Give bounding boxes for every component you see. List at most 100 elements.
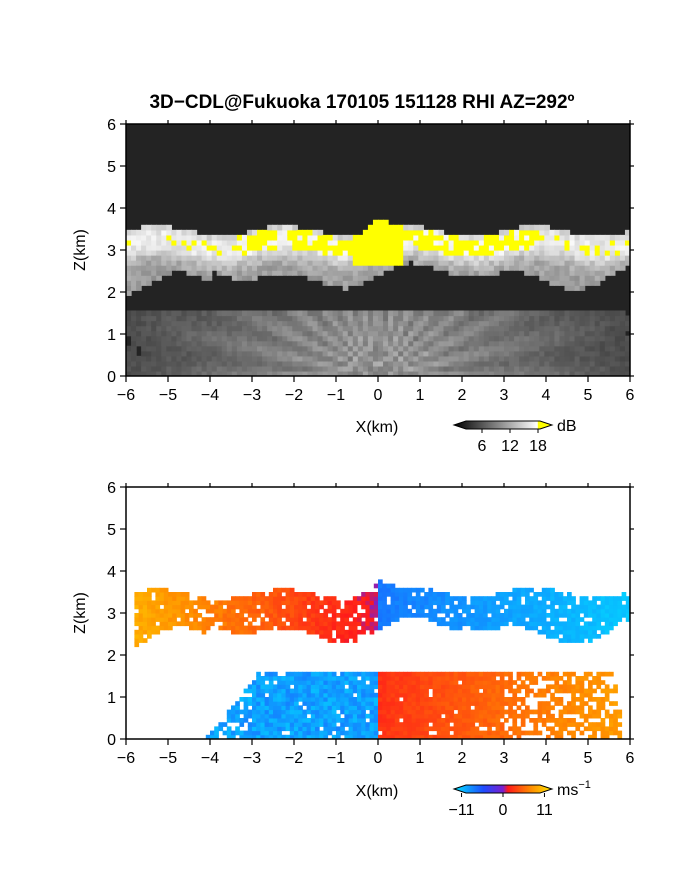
velocity-cell (432, 676, 438, 681)
reflectivity-cell (262, 355, 268, 362)
velocity-cell (231, 709, 236, 715)
reflectivity-cell (241, 265, 248, 271)
reflectivity-cell (453, 270, 460, 276)
reflectivity-cell (554, 330, 561, 337)
reflectivity-cell (151, 350, 157, 357)
velocity-cell (184, 600, 190, 606)
velocity-cell (558, 709, 564, 715)
reflectivity-cell (156, 320, 162, 327)
velocity-cell (432, 709, 438, 715)
velocity-cell (361, 722, 366, 727)
velocity-cell (529, 587, 534, 593)
velocity-cell (134, 629, 140, 635)
reflectivity-cell (136, 330, 142, 337)
velocity-cell (420, 722, 425, 727)
reflectivity-cell (448, 355, 455, 362)
reflectivity-cell (599, 255, 606, 261)
reflectivity-cell (357, 244, 364, 251)
reflectivity-cell (176, 265, 183, 271)
reflectivity-cell (367, 234, 374, 241)
velocity-cell (163, 592, 169, 597)
velocity-cell (315, 718, 320, 723)
reflectivity-cell (488, 315, 495, 322)
velocity-cell (525, 671, 530, 677)
reflectivity-cell (372, 255, 379, 261)
velocity-cell (499, 709, 505, 715)
velocity-cell (554, 671, 560, 677)
reflectivity-cell (287, 270, 293, 276)
velocity-cell (466, 617, 471, 622)
reflectivity-cell (504, 330, 510, 337)
velocity-cell (478, 604, 484, 610)
velocity-cell (462, 701, 467, 706)
velocity-cell (567, 634, 572, 639)
velocity-cell (285, 684, 291, 690)
velocity-cell (554, 625, 560, 631)
reflectivity-cell (554, 229, 561, 236)
velocity-cell (546, 587, 551, 593)
velocity-cell (369, 713, 375, 719)
reflectivity-cell (367, 320, 374, 327)
reflectivity-cell (549, 255, 555, 261)
reflectivity-cell (156, 350, 162, 357)
velocity-cell (386, 713, 392, 719)
reflectivity-cell (257, 350, 263, 357)
reflectivity-cell (317, 270, 324, 276)
velocity-cell (184, 592, 190, 597)
reflectivity-cell (327, 345, 334, 352)
reflectivity-cell (529, 355, 535, 362)
reflectivity-cell (468, 320, 475, 327)
velocity-cell (289, 680, 295, 685)
reflectivity-cell (594, 244, 601, 251)
velocity-cell (344, 701, 350, 706)
velocity-cell (516, 697, 522, 702)
velocity-cell (235, 596, 240, 601)
reflectivity-cell (478, 244, 485, 251)
velocity-cell (562, 600, 568, 606)
velocity-cell (604, 726, 610, 732)
reflectivity-cell (609, 270, 616, 276)
reflectivity-cell (302, 265, 309, 271)
velocity-cell (298, 705, 303, 711)
velocity-cell (378, 722, 383, 727)
velocity-cell (193, 617, 198, 622)
reflectivity-cell (549, 320, 555, 327)
velocity-cell (378, 684, 383, 690)
velocity-cell (390, 688, 396, 694)
velocity-cell (537, 701, 543, 706)
reflectivity-cell (559, 250, 566, 256)
velocity-cell (541, 587, 547, 593)
velocity-cell (172, 604, 177, 610)
velocity-cell (306, 684, 312, 690)
velocity-cell (499, 671, 505, 677)
velocity-cell (184, 621, 190, 627)
reflectivity-cell (241, 350, 248, 357)
reflectivity-cell (236, 325, 243, 332)
reflectivity-cell (262, 315, 268, 322)
velocity-cell (537, 613, 543, 618)
velocity-cell (390, 692, 396, 698)
reflectivity-cell (151, 365, 157, 372)
velocity-cell (453, 596, 459, 601)
y-tick-label: 1 (107, 327, 116, 344)
reflectivity-cell (559, 335, 566, 342)
reflectivity-cell (589, 340, 596, 347)
reflectivity-cell (186, 330, 193, 337)
velocity-cell (252, 726, 257, 732)
reflectivity-cell (458, 350, 465, 357)
reflectivity-cell (302, 250, 309, 256)
reflectivity-cell (231, 335, 238, 342)
velocity-cell (411, 692, 417, 698)
reflectivity-cell (438, 330, 445, 337)
velocity-cell (134, 613, 140, 618)
velocity-cell (142, 625, 148, 631)
velocity-cell (445, 726, 450, 732)
velocity-cell (247, 713, 253, 719)
velocity-cell (163, 625, 169, 631)
velocity-cell (487, 680, 492, 685)
velocity-cell (571, 718, 576, 723)
velocity-cell (512, 600, 518, 606)
velocity-cell (588, 634, 593, 639)
reflectivity-cell (317, 355, 324, 362)
reflectivity-cell (539, 325, 545, 332)
